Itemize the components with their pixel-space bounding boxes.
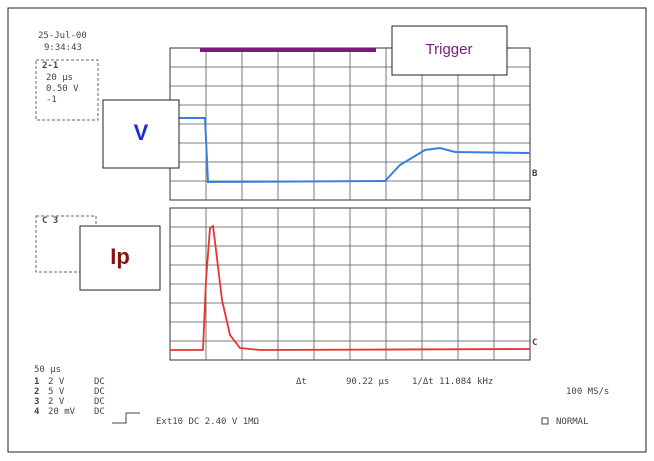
channel-number: 2 (34, 387, 39, 397)
frequency: 1/Δt 11.084 kHz (412, 377, 493, 387)
channel-b-label: C 3 (42, 216, 58, 226)
channel-a-label: 2-1 (42, 61, 58, 71)
channel-number: 3 (34, 397, 39, 407)
channel-a-line: 0.50 V (46, 84, 79, 94)
channel-coupling: DC (94, 407, 105, 417)
channel-number: 1 (34, 377, 39, 387)
trigger-setting: Ext10 DC 2.40 V 1MΩ (156, 417, 260, 427)
trigger-label: Trigger (426, 41, 473, 58)
scope-printout: 25-Jul-00 9:34:43 2-1 20 µs 0.50 V -1 C … (0, 0, 654, 461)
channel-scale: 2 V (48, 377, 65, 387)
delta-t: 90.22 µs (346, 377, 389, 387)
marker: B (532, 169, 538, 179)
channel-number: 4 (34, 407, 40, 417)
sample-rate: 100 MS/s (566, 387, 609, 397)
channel-scale: 20 mV (48, 407, 76, 417)
delta-t-label: Δt (296, 377, 307, 387)
channel-coupling: DC (94, 377, 105, 387)
page: 25-Jul-00 9:34:43 2-1 20 µs 0.50 V -1 C … (0, 0, 654, 461)
marker: C (532, 338, 537, 348)
channel-scale: 5 V (48, 387, 65, 397)
time: 9:34:43 (44, 43, 82, 53)
channel-scale: 2 V (48, 397, 65, 407)
channel-a-line: -1 (46, 95, 57, 105)
channel-coupling: DC (94, 397, 105, 407)
ip-label: Ip (110, 244, 130, 269)
channel-coupling: DC (94, 387, 105, 397)
timebase: 50 µs (34, 365, 61, 375)
date: 25-Jul-00 (38, 31, 87, 41)
mode: NORMAL (556, 417, 589, 427)
v-label: V (134, 120, 149, 145)
channel-a-line: 20 µs (46, 73, 73, 83)
